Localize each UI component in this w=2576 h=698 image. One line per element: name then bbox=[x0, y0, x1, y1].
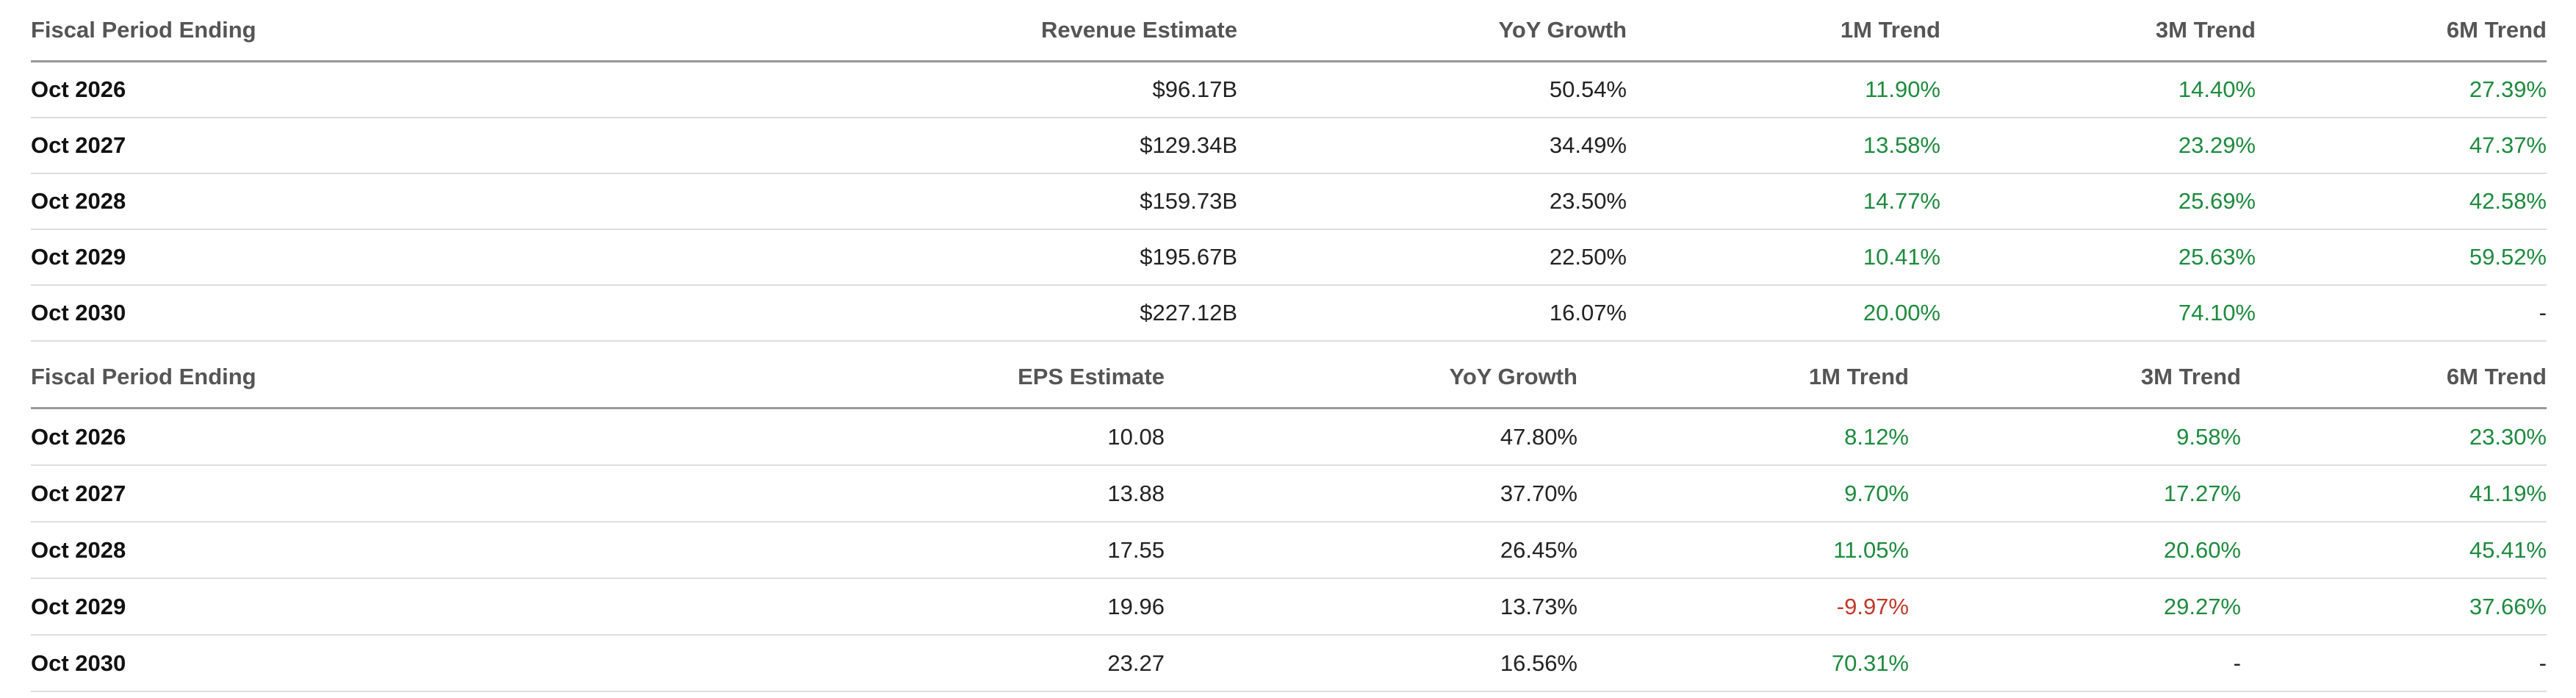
value-cell: 22.50% bbox=[1549, 244, 1627, 270]
value-cell: $159.73B bbox=[1140, 188, 1237, 214]
value-cell: - bbox=[2539, 650, 2547, 676]
header-row: Fiscal Period Ending EPS Estimate YoY Grow… bbox=[31, 347, 2547, 409]
value-cell: 25.63% bbox=[2178, 244, 2256, 270]
period-cell: Oct 2027 bbox=[31, 132, 126, 158]
data-row: Oct 2029 19.96 13.73% -9.97% 29.27% 37.66% bbox=[31, 579, 2547, 636]
period-cell: Oct 2030 bbox=[31, 650, 126, 676]
value-cell: 13.73% bbox=[1500, 593, 1577, 619]
column-header: 6M Trend bbox=[2446, 364, 2547, 389]
value-cell: 23.50% bbox=[1549, 188, 1627, 214]
column-header: Fiscal Period Ending bbox=[31, 364, 256, 389]
period-cell: Oct 2030 bbox=[31, 300, 126, 325]
value-cell: -9.97% bbox=[1836, 593, 1909, 619]
value-cell: $195.67B bbox=[1140, 244, 1237, 270]
value-cell: 27.39% bbox=[2469, 76, 2547, 102]
value-cell: 45.41% bbox=[2469, 536, 2547, 563]
value-cell: 8.12% bbox=[1844, 423, 1909, 450]
value-cell: 42.58% bbox=[2469, 188, 2547, 214]
period-cell: Oct 2026 bbox=[31, 423, 126, 450]
period-cell: Oct 2026 bbox=[31, 76, 126, 102]
value-cell: - bbox=[2233, 650, 2241, 676]
data-row: Oct 2027 13.88 37.70% 9.70% 17.27% 41.19% bbox=[31, 466, 2547, 522]
value-cell: 26.45% bbox=[1500, 536, 1577, 563]
value-cell: 25.69% bbox=[2178, 188, 2256, 214]
column-header: 3M Trend bbox=[2155, 17, 2256, 43]
value-cell: $129.34B bbox=[1140, 132, 1237, 158]
value-cell: 23.29% bbox=[2178, 132, 2256, 158]
value-cell: 16.07% bbox=[1549, 300, 1627, 325]
value-cell: $227.12B bbox=[1140, 300, 1237, 325]
data-row: Oct 2027 $129.34B 34.49% 13.58% 23.29% 47.37% bbox=[31, 118, 2547, 174]
column-header: Fiscal Period Ending bbox=[31, 17, 256, 43]
data-row: Oct 2028 $159.73B 23.50% 14.77% 25.69% 42.58% bbox=[31, 174, 2547, 230]
value-cell: 37.70% bbox=[1500, 480, 1577, 506]
value-cell: 50.54% bbox=[1549, 76, 1627, 102]
value-cell: 23.30% bbox=[2469, 423, 2547, 450]
value-cell: 9.70% bbox=[1844, 480, 1909, 506]
column-header: Revenue Estimate bbox=[1040, 17, 1237, 43]
value-cell: 13.58% bbox=[1863, 132, 1940, 158]
column-header: YoY Growth bbox=[1498, 17, 1627, 43]
value-cell: 47.80% bbox=[1500, 423, 1577, 450]
data-row: Oct 2026 10.08 47.80% 8.12% 9.58% 23.30% bbox=[31, 409, 2547, 466]
data-row: Oct 2028 17.55 26.45% 11.05% 20.60% 45.41% bbox=[31, 522, 2547, 579]
value-cell: 14.77% bbox=[1863, 188, 1940, 214]
period-cell: Oct 2028 bbox=[31, 188, 126, 214]
data-row: Oct 2030 $227.12B 16.07% 20.00% 74.10% - bbox=[31, 286, 2547, 342]
column-header: 6M Trend bbox=[2446, 17, 2547, 43]
value-cell: $96.17B bbox=[1152, 76, 1238, 102]
period-cell: Oct 2029 bbox=[31, 593, 126, 619]
column-header: 3M Trend bbox=[2140, 364, 2241, 389]
data-row: Oct 2030 23.27 16.56% 70.31% - - bbox=[31, 636, 2547, 692]
data-row: Oct 2026 $96.17B 50.54% 11.90% 14.40% 27.39% bbox=[31, 62, 2547, 118]
value-cell: 37.66% bbox=[2469, 593, 2547, 619]
value-cell: 20.60% bbox=[2163, 536, 2241, 563]
value-cell: 47.37% bbox=[2469, 132, 2547, 158]
value-cell: 9.58% bbox=[2176, 423, 2241, 450]
value-cell: 70.31% bbox=[1831, 650, 1909, 676]
value-cell: 20.00% bbox=[1863, 300, 1940, 325]
column-header: 1M Trend bbox=[1808, 364, 1909, 389]
column-header: EPS Estimate bbox=[1018, 364, 1165, 389]
value-cell: 17.55 bbox=[1107, 536, 1165, 563]
value-cell: 10.41% bbox=[1863, 244, 1940, 270]
column-header: YoY Growth bbox=[1449, 364, 1577, 389]
value-cell: 29.27% bbox=[2163, 593, 2241, 619]
value-cell: 17.27% bbox=[2163, 480, 2241, 506]
value-cell: - bbox=[2539, 300, 2547, 325]
period-cell: Oct 2028 bbox=[31, 536, 126, 563]
value-cell: 41.19% bbox=[2469, 480, 2547, 506]
data-row: Oct 2029 $195.67B 22.50% 10.41% 25.63% 59.52% bbox=[31, 230, 2547, 286]
period-cell: Oct 2029 bbox=[31, 244, 126, 270]
value-cell: 14.40% bbox=[2178, 76, 2256, 102]
period-cell: Oct 2027 bbox=[31, 480, 126, 506]
header-row: Fiscal Period Ending Revenue Estimate YoY … bbox=[31, 0, 2547, 62]
value-cell: 11.90% bbox=[1865, 76, 1940, 102]
value-cell: 59.52% bbox=[2469, 244, 2547, 270]
value-cell: 10.08 bbox=[1107, 423, 1165, 450]
value-cell: 11.05% bbox=[1833, 536, 1909, 563]
value-cell: 34.49% bbox=[1549, 132, 1627, 158]
value-cell: 23.27 bbox=[1107, 650, 1165, 676]
value-cell: 19.96 bbox=[1107, 593, 1165, 619]
value-cell: 13.88 bbox=[1107, 480, 1165, 506]
column-header: 1M Trend bbox=[1840, 17, 1940, 43]
value-cell: 74.10% bbox=[2178, 300, 2256, 325]
value-cell: 16.56% bbox=[1500, 650, 1577, 676]
